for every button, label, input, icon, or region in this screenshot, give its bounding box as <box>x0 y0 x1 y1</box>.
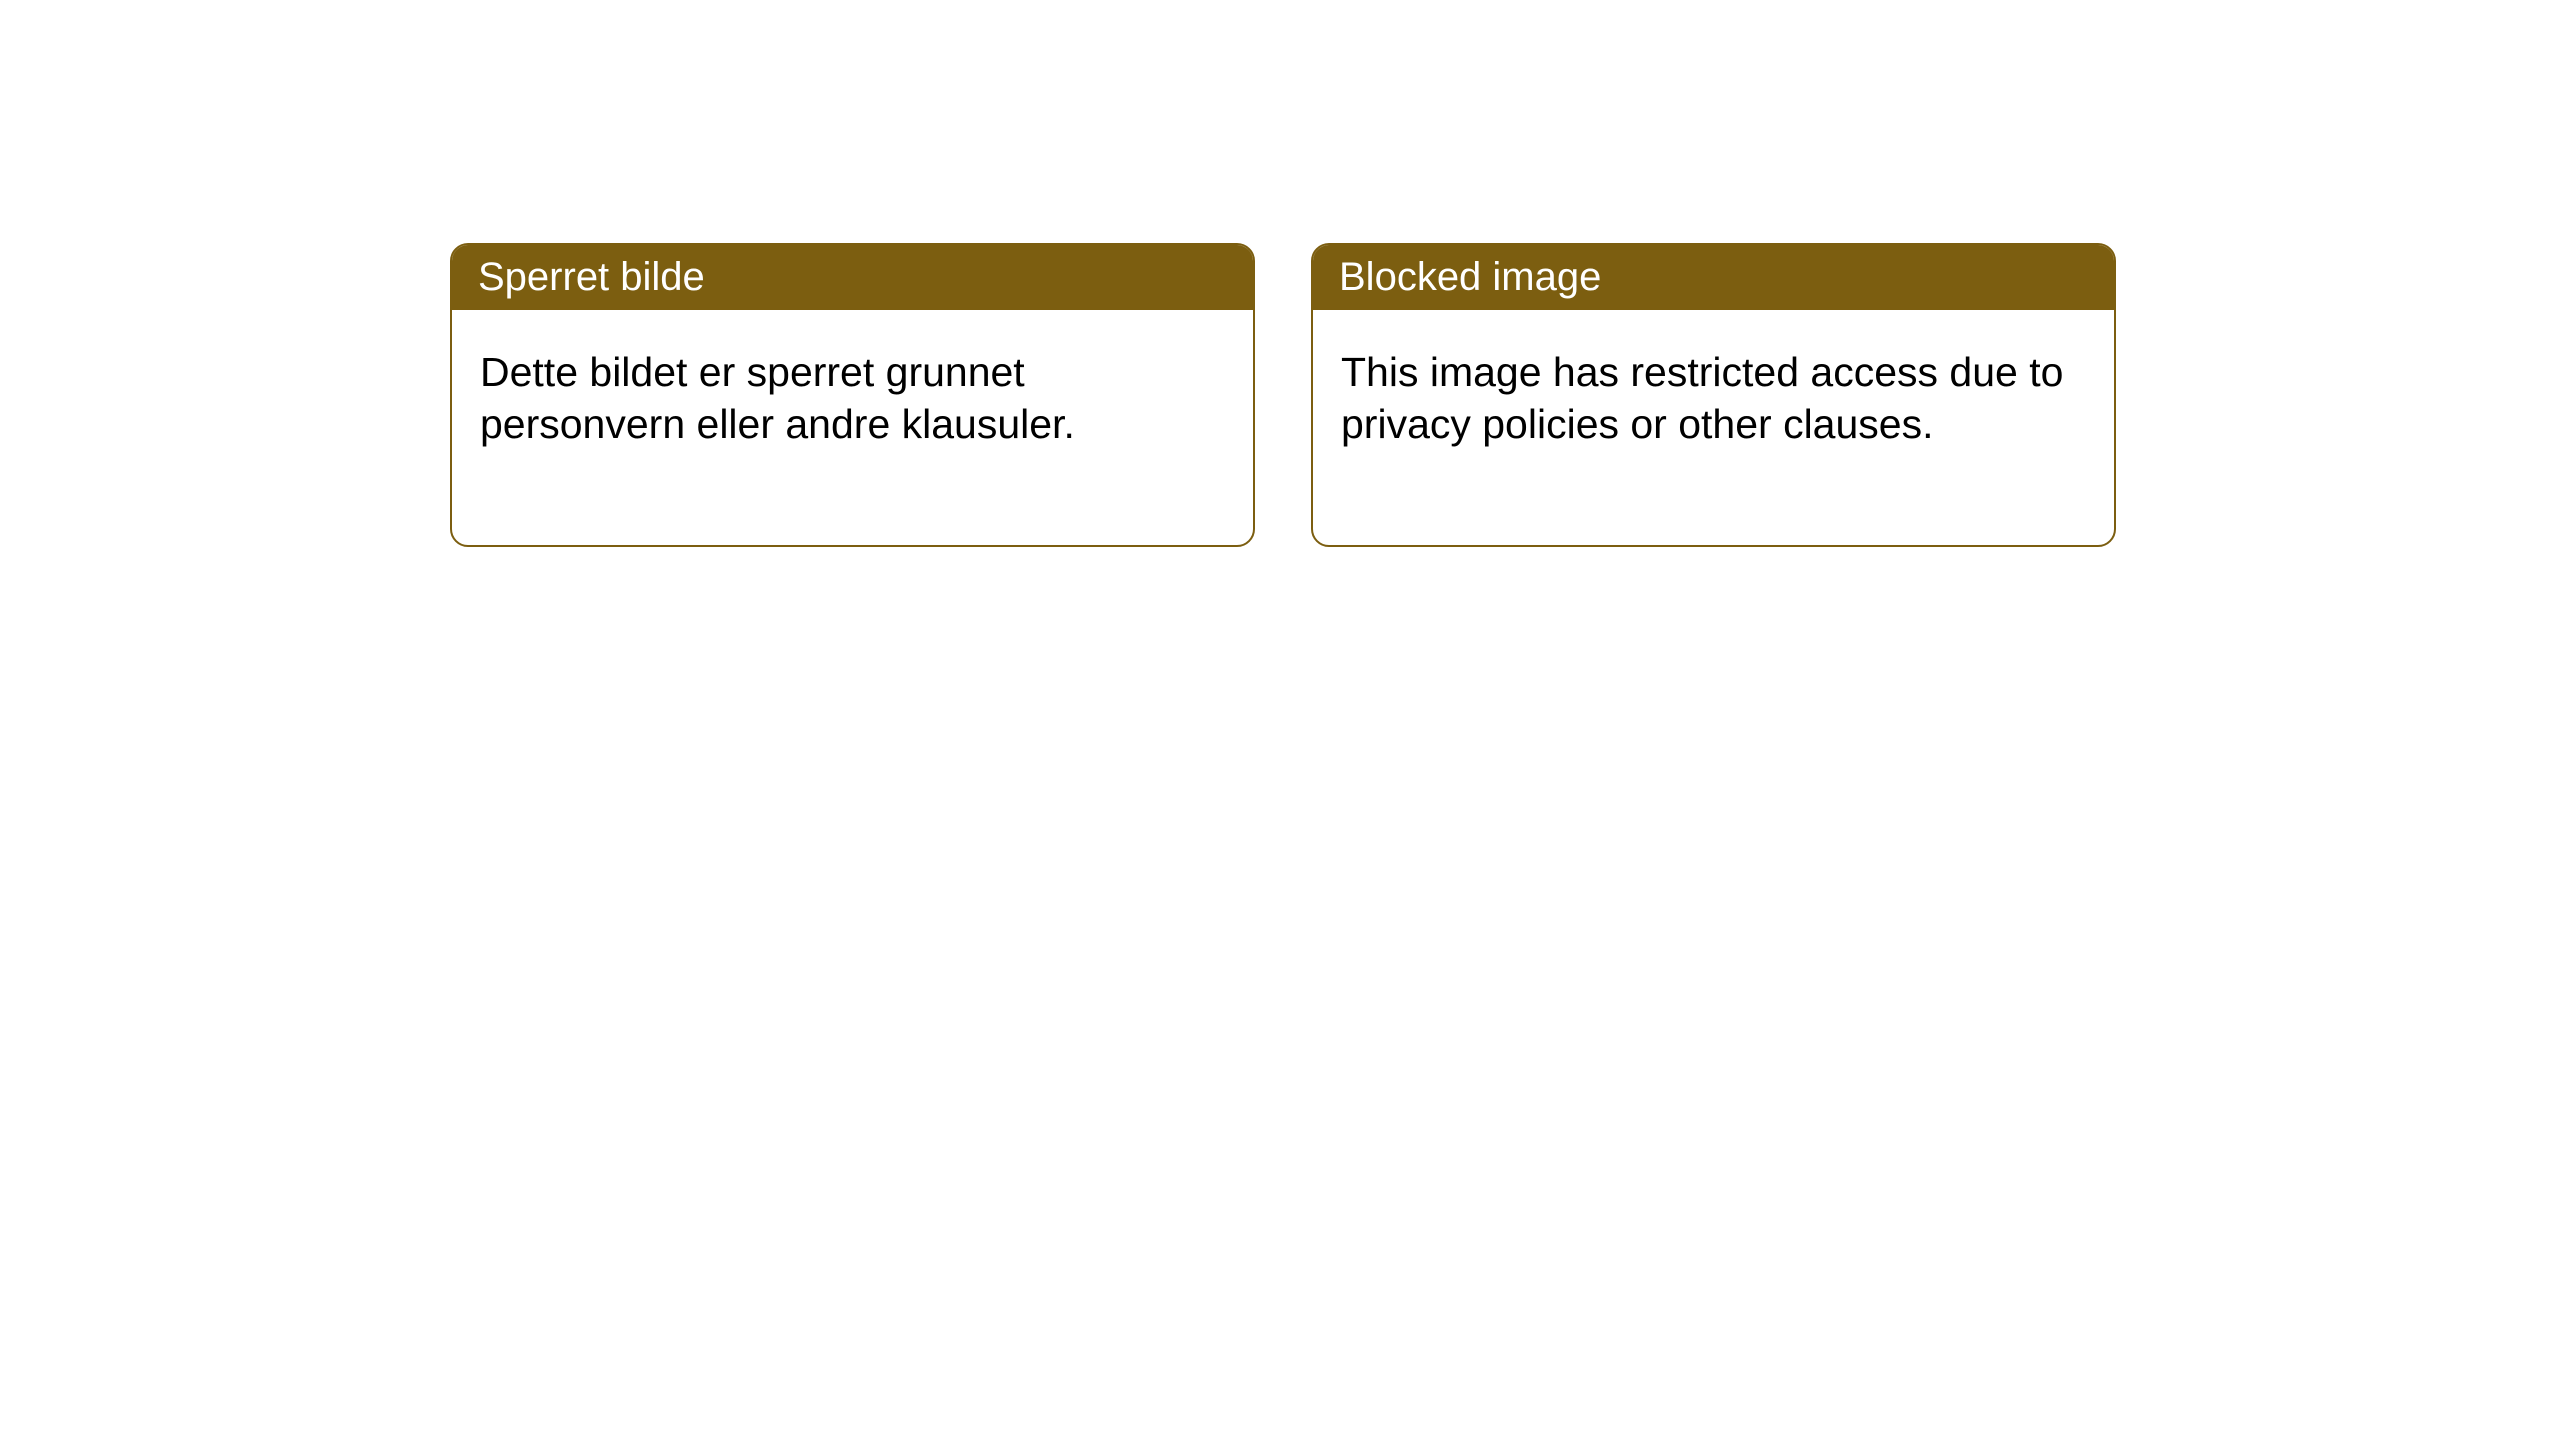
card-header: Sperret bilde <box>452 245 1253 310</box>
card-body: Dette bildet er sperret grunnet personve… <box>452 310 1253 545</box>
notice-cards-container: Sperret bilde Dette bildet er sperret gr… <box>450 243 2116 547</box>
card-body: This image has restricted access due to … <box>1313 310 2114 545</box>
notice-card-english: Blocked image This image has restricted … <box>1311 243 2116 547</box>
card-body-text: This image has restricted access due to … <box>1341 349 2063 447</box>
notice-card-norwegian: Sperret bilde Dette bildet er sperret gr… <box>450 243 1255 547</box>
card-header: Blocked image <box>1313 245 2114 310</box>
card-header-text: Sperret bilde <box>478 255 705 299</box>
card-header-text: Blocked image <box>1339 255 1601 299</box>
card-body-text: Dette bildet er sperret grunnet personve… <box>480 349 1075 447</box>
